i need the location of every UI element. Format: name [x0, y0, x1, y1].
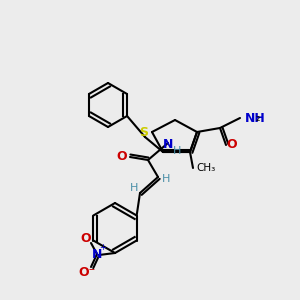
Text: O: O: [227, 139, 237, 152]
Text: O: O: [117, 151, 127, 164]
Text: O⁻: O⁻: [78, 266, 96, 280]
Text: +: +: [100, 244, 106, 253]
Text: ₂: ₂: [256, 113, 260, 123]
Text: CH₃: CH₃: [196, 163, 215, 173]
Text: NH: NH: [245, 112, 266, 124]
Text: N: N: [163, 139, 173, 152]
Text: H: H: [130, 183, 138, 193]
Text: H: H: [162, 174, 170, 184]
Text: H: H: [173, 146, 181, 156]
Text: N: N: [92, 248, 102, 260]
Text: O: O: [81, 232, 91, 244]
Text: S: S: [140, 125, 148, 139]
